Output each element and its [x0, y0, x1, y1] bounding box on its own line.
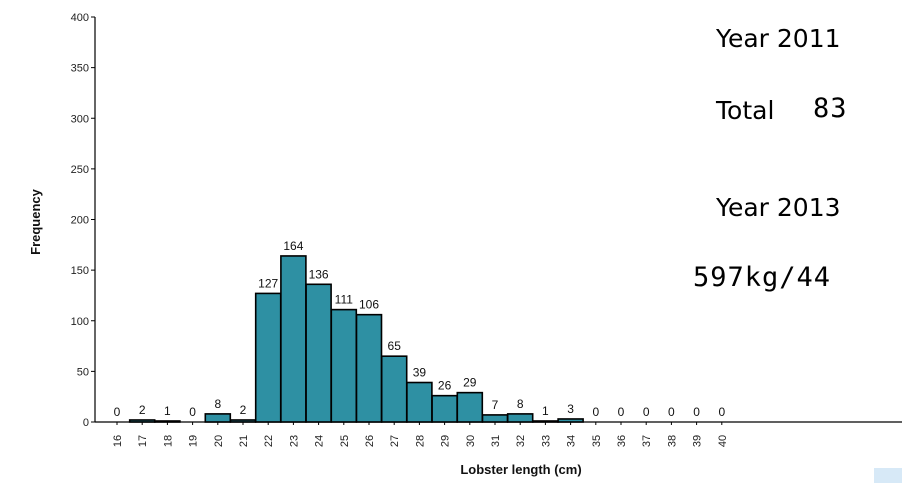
- y-tick-label: 250: [71, 164, 89, 176]
- y-axis-title: Frequency: [28, 188, 43, 255]
- x-tick-label-23: 23: [288, 435, 300, 447]
- x-tick-label-21: 21: [238, 435, 250, 447]
- x-tick-label-33: 33: [540, 435, 552, 447]
- data-label-31: 7: [492, 398, 499, 412]
- y-tick-label: 50: [77, 366, 89, 378]
- x-tick-label-30: 30: [465, 435, 477, 447]
- data-label-18: 1: [164, 404, 171, 418]
- x-tick-label-19: 19: [188, 435, 200, 447]
- data-label-25: 111: [335, 293, 354, 307]
- x-tick-label-22: 22: [263, 435, 275, 447]
- chart-data-labels: 0 2 1 0 8 2 127 164 136 111 106 65 39 26 29 7 8 1 3 0 0 0 0 0 0: [114, 239, 726, 419]
- total-label: Total: [716, 96, 775, 125]
- x-tick-label-17: 17: [137, 435, 149, 447]
- x-tick-label-35: 35: [591, 435, 603, 447]
- data-label-40: 0: [718, 405, 725, 419]
- data-label-20: 8: [214, 397, 221, 411]
- x-tick-label-32: 32: [515, 435, 527, 447]
- y-tick-label: 300: [71, 113, 89, 125]
- data-label-22: 127: [258, 276, 278, 290]
- bar-25: [330, 308, 358, 423]
- bar-17: [128, 419, 156, 423]
- x-tick-label-20: 20: [213, 435, 225, 447]
- y-tick-label: 350: [71, 63, 89, 75]
- x-tick-label-38: 38: [666, 435, 678, 447]
- data-label-16: 0: [114, 405, 121, 419]
- bar-21: [229, 419, 257, 423]
- y-tick-label: 400: [71, 12, 89, 24]
- x-tick-label-18: 18: [162, 435, 174, 447]
- x-tick-label-24: 24: [314, 435, 326, 447]
- data-label-35: 0: [592, 405, 599, 419]
- data-label-37: 0: [643, 405, 650, 419]
- bar-18: [154, 420, 181, 423]
- bar-30: [456, 391, 484, 423]
- data-label-34: 3: [567, 402, 574, 416]
- y-tick-label: 100: [71, 316, 89, 328]
- bar-29: [431, 394, 458, 423]
- data-label-17: 2: [139, 403, 146, 417]
- data-label-33: 1: [542, 404, 549, 418]
- bar-20: [204, 413, 232, 423]
- x-tick-label-16: 16: [112, 435, 124, 447]
- y-tick-label: 200: [71, 215, 89, 227]
- data-label-23: 164: [283, 239, 303, 253]
- chart-x-ticks: 16 17 18 19 20 21 22 23 24 25 26 27 28 29 30 31 32 33 34 35…: [112, 422, 729, 447]
- rate-text: 597kg/44: [693, 262, 832, 293]
- total-value: 83: [813, 93, 848, 124]
- bar-27: [380, 355, 408, 423]
- bar-22: [254, 292, 282, 423]
- x-axis-title: Lobster length (cm): [460, 462, 581, 477]
- data-label-38: 0: [668, 405, 675, 419]
- x-tick-label-40: 40: [717, 435, 729, 447]
- bar-26: [355, 313, 383, 423]
- data-label-26: 106: [359, 298, 379, 312]
- year-2013-label: Year 2013: [716, 193, 841, 222]
- x-tick-label-28: 28: [414, 435, 426, 447]
- year-2011-label: Year 2011: [716, 24, 841, 53]
- bar-34: [557, 418, 584, 423]
- data-label-30: 29: [463, 376, 477, 390]
- bar-28: [406, 381, 433, 423]
- x-tick-label-37: 37: [641, 435, 653, 447]
- y-tick-label: 150: [71, 265, 89, 277]
- x-tick-label-29: 29: [440, 435, 452, 447]
- bar-24: [305, 283, 332, 423]
- data-label-36: 0: [618, 405, 625, 419]
- data-label-29: 26: [438, 379, 452, 393]
- chart-bars: [128, 255, 584, 423]
- data-label-32: 8: [517, 397, 524, 411]
- y-tick-label: 0: [83, 417, 89, 429]
- data-label-24: 136: [309, 267, 329, 281]
- data-label-27: 65: [388, 339, 402, 353]
- x-tick-label-39: 39: [692, 435, 704, 447]
- bar-23: [280, 255, 307, 423]
- bar-32: [506, 413, 534, 423]
- x-tick-label-25: 25: [339, 435, 351, 447]
- x-tick-label-26: 26: [364, 435, 376, 447]
- x-tick-label-36: 36: [616, 435, 628, 447]
- x-tick-label-34: 34: [566, 435, 578, 447]
- data-label-19: 0: [189, 405, 196, 419]
- data-label-39: 0: [693, 405, 700, 419]
- decorative-rectangle: [874, 468, 902, 483]
- x-tick-label-27: 27: [389, 435, 401, 447]
- bar-31: [481, 414, 509, 423]
- data-label-21: 2: [240, 403, 247, 417]
- chart-y-ticks: 0 50 100 150 200 250 300 350 400: [71, 12, 95, 429]
- bar-33: [532, 420, 559, 423]
- data-label-28: 39: [413, 366, 427, 380]
- x-tick-label-31: 31: [490, 435, 502, 447]
